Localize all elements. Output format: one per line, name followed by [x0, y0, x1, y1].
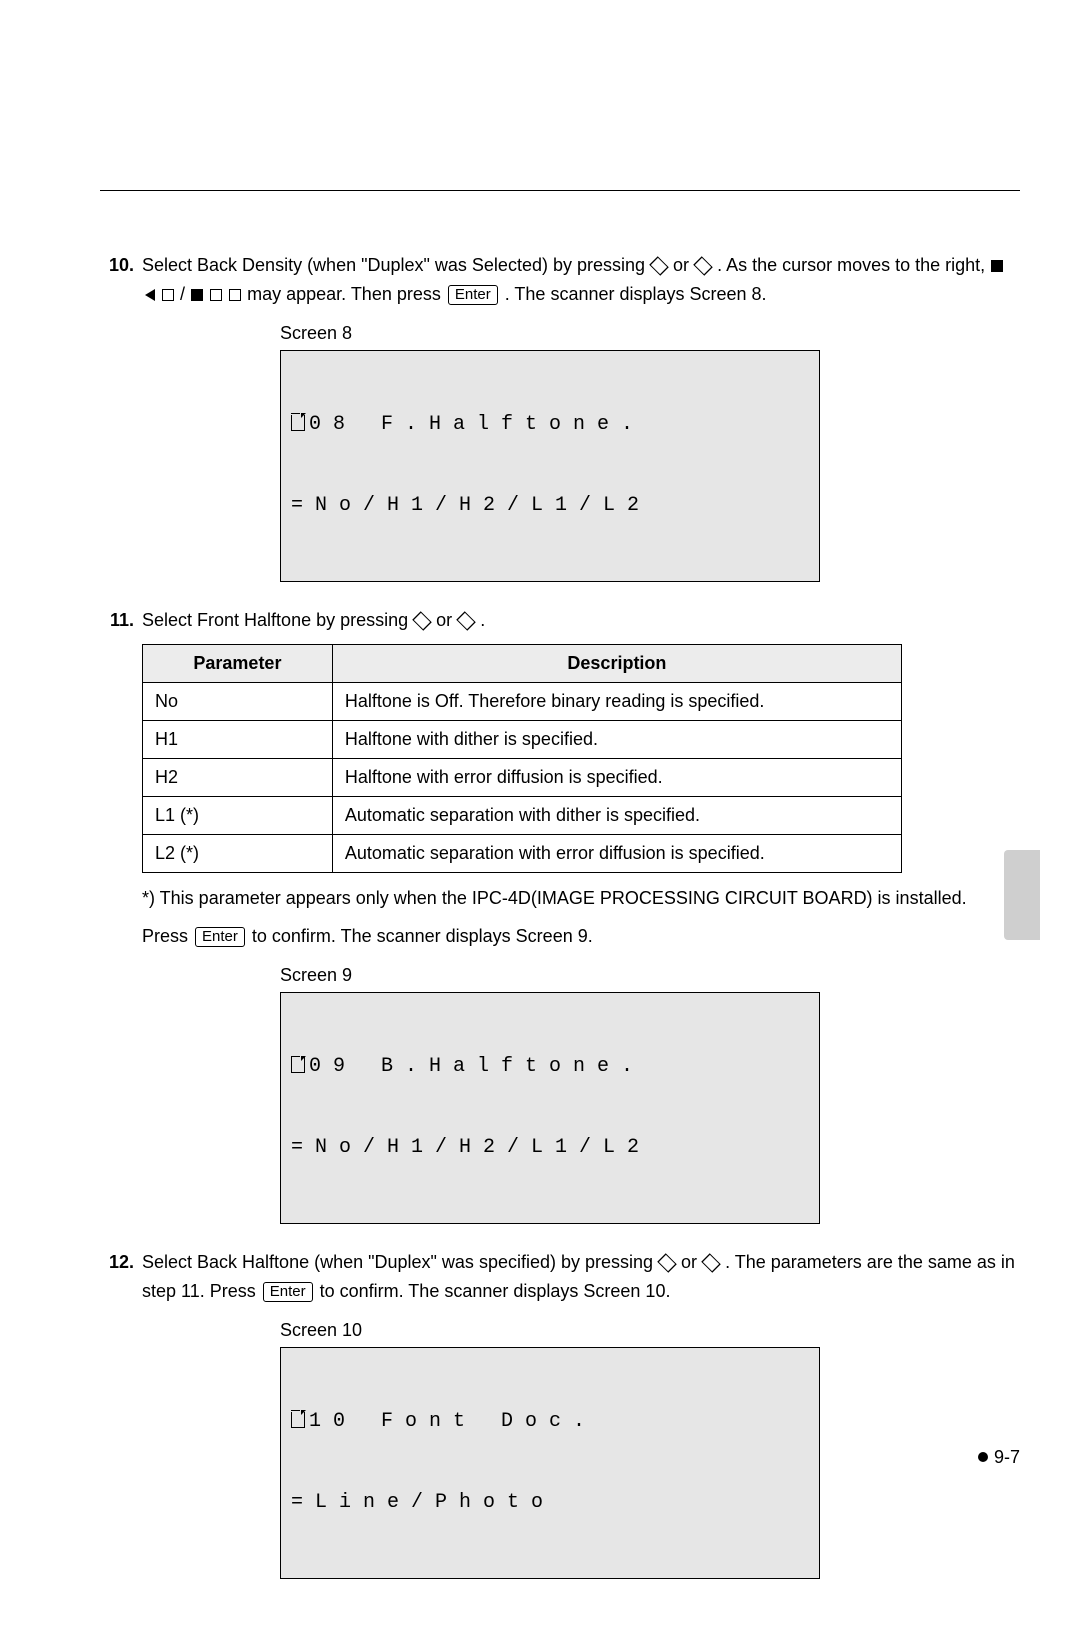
lcd-line: 1 0 F o n t D o c .	[309, 1410, 585, 1433]
side-index-tab	[1004, 850, 1040, 940]
enter-key-icon: Enter	[195, 927, 245, 947]
step-body: Select Back Halftone (when "Duplex" was …	[142, 1248, 1020, 1306]
manual-page: 10. Select Back Density (when "Duplex" w…	[0, 0, 1080, 1629]
top-rule	[100, 190, 1020, 191]
cell: H2	[143, 759, 333, 797]
text: . The scanner displays Screen 8.	[505, 284, 767, 304]
text: may appear. Then press	[247, 284, 446, 304]
left-arrow-icon	[413, 614, 431, 628]
cell: Halftone with error diffusion is specifi…	[332, 759, 901, 797]
table-header-row: Parameter Description	[143, 645, 902, 683]
step-11: 11. Select Front Halftone by pressing or…	[100, 606, 1020, 635]
left-arrow-icon	[658, 1256, 676, 1270]
left-arrow-icon	[650, 259, 668, 273]
screen-label: Screen 9	[280, 965, 1020, 986]
th-parameter: Parameter	[143, 645, 333, 683]
black-square-icon	[991, 260, 1003, 272]
table-row: H2Halftone with error diffusion is speci…	[143, 759, 902, 797]
enter-key-icon: Enter	[263, 1282, 313, 1302]
lcd-screen-9: 0 9 B . H a l f t o n e . = N o / H 1 / …	[280, 992, 820, 1224]
right-arrow-icon	[702, 1256, 720, 1270]
text: Select Front Halftone by pressing	[142, 610, 413, 630]
footnote: *) This parameter appears only when the …	[142, 885, 1020, 913]
lcd-line: = L i n e / P h o t o	[291, 1489, 809, 1516]
step-number: 11.	[100, 606, 142, 635]
enter-key-icon: Enter	[448, 285, 498, 305]
text: or	[436, 610, 457, 630]
press-line: Press Enter to confirm. The scanner disp…	[142, 923, 1020, 951]
table-row: L2 (*)Automatic separation with error di…	[143, 835, 902, 873]
cell: Halftone with dither is specified.	[332, 721, 901, 759]
table-row: L1 (*)Automatic separation with dither i…	[143, 797, 902, 835]
empty-square-icon	[162, 289, 174, 301]
cell: H1	[143, 721, 333, 759]
text: or	[681, 1252, 702, 1272]
lcd-screen-10: 1 0 F o n t D o c . = L i n e / P h o t …	[280, 1347, 820, 1579]
bullet-icon	[978, 1452, 988, 1462]
black-square-icon	[191, 289, 203, 301]
step-number: 12.	[100, 1248, 142, 1306]
th-description: Description	[332, 645, 901, 683]
screen-label: Screen 8	[280, 323, 1020, 344]
page-number: 9-7	[994, 1447, 1020, 1467]
text: to confirm. The scanner displays Screen …	[252, 926, 593, 946]
text: Press	[142, 926, 193, 946]
lcd-screen-8: 0 8 F . H a l f t o n e . = N o / H 1 / …	[280, 350, 820, 582]
page-footer: 9-7	[978, 1447, 1020, 1468]
table-row: H1Halftone with dither is specified.	[143, 721, 902, 759]
step-number: 10.	[100, 251, 142, 309]
text: .	[480, 610, 485, 630]
lcd-line: 0 9 B . H a l f t o n e .	[309, 1055, 633, 1078]
cell: Automatic separation with dither is spec…	[332, 797, 901, 835]
cell: L2 (*)	[143, 835, 333, 873]
page-tab-icon	[291, 1412, 305, 1428]
right-arrow-icon	[694, 259, 712, 273]
empty-square-icon	[210, 289, 222, 301]
cell: Automatic separation with error diffusio…	[332, 835, 901, 873]
lcd-line: = N o / H 1 / H 2 / L 1 / L 2	[291, 1134, 809, 1161]
page-tab-icon	[291, 415, 305, 431]
step-10: 10. Select Back Density (when "Duplex" w…	[100, 251, 1020, 309]
parameter-table: Parameter Description NoHalftone is Off.…	[142, 644, 902, 873]
text: . As the cursor moves to the right,	[717, 255, 990, 275]
text: Select Back Density (when "Duplex" was S…	[142, 255, 650, 275]
text: to confirm. The scanner displays Screen …	[320, 1281, 671, 1301]
cursor-icon	[145, 289, 155, 301]
cell: L1 (*)	[143, 797, 333, 835]
screen-label: Screen 10	[280, 1320, 1020, 1341]
step-12: 12. Select Back Halftone (when "Duplex" …	[100, 1248, 1020, 1306]
lcd-line: 0 8 F . H a l f t o n e .	[309, 413, 633, 436]
text: or	[673, 255, 694, 275]
empty-square-icon	[229, 289, 241, 301]
step-body: Select Back Density (when "Duplex" was S…	[142, 251, 1020, 309]
right-arrow-icon	[457, 614, 475, 628]
table-row: NoHalftone is Off. Therefore binary read…	[143, 683, 902, 721]
page-tab-icon	[291, 1057, 305, 1073]
lcd-line: = N o / H 1 / H 2 / L 1 / L 2	[291, 492, 809, 519]
step-body: Select Front Halftone by pressing or .	[142, 606, 1020, 635]
text: Select Back Halftone (when "Duplex" was …	[142, 1252, 658, 1272]
cell: No	[143, 683, 333, 721]
cell: Halftone is Off. Therefore binary readin…	[332, 683, 901, 721]
